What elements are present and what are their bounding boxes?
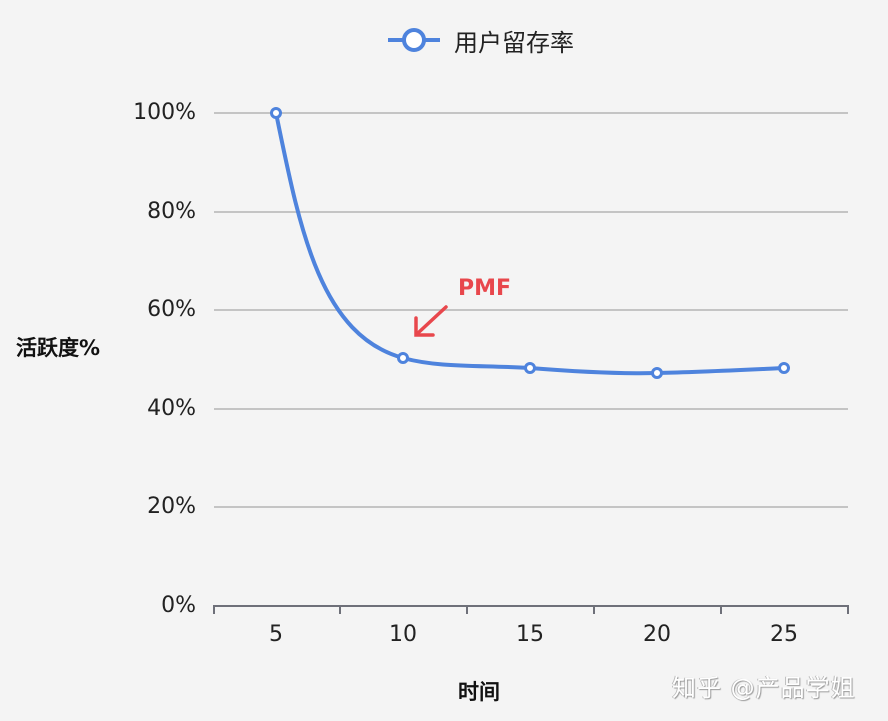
x-axis (213, 605, 849, 614)
gridlines (214, 112, 848, 508)
y-tick-60: 60% (147, 297, 196, 322)
y-tick-40: 40% (147, 396, 196, 421)
legend[interactable]: 用户留存率 (386, 22, 574, 58)
data-point (397, 352, 409, 364)
pmf-arrow-icon (414, 305, 448, 337)
x-axis-label: 时间 (458, 680, 500, 704)
data-point (270, 107, 282, 119)
x-tick-10: 10 (389, 622, 417, 647)
y-tick-20: 20% (147, 494, 196, 519)
data-point (524, 362, 536, 374)
legend-line-circle-icon (388, 28, 440, 52)
data-points (270, 107, 790, 379)
x-tick-5: 5 (269, 622, 283, 647)
x-tick-15: 15 (516, 622, 544, 647)
y-tick-0: 0% (161, 593, 196, 618)
data-point (651, 367, 663, 379)
watermark: 知乎 @产品学姐 (672, 674, 856, 702)
series-line-retention (274, 111, 786, 376)
legend-label: 用户留存率 (454, 28, 574, 57)
x-tick-20: 20 (643, 622, 671, 647)
y-tick-80: 80% (147, 199, 196, 224)
pmf-annotation: PMF (458, 276, 512, 301)
y-axis-label: 活跃度% (16, 336, 101, 360)
data-point (778, 362, 790, 374)
y-tick-100: 100% (133, 100, 196, 125)
x-tick-25: 25 (770, 622, 798, 647)
